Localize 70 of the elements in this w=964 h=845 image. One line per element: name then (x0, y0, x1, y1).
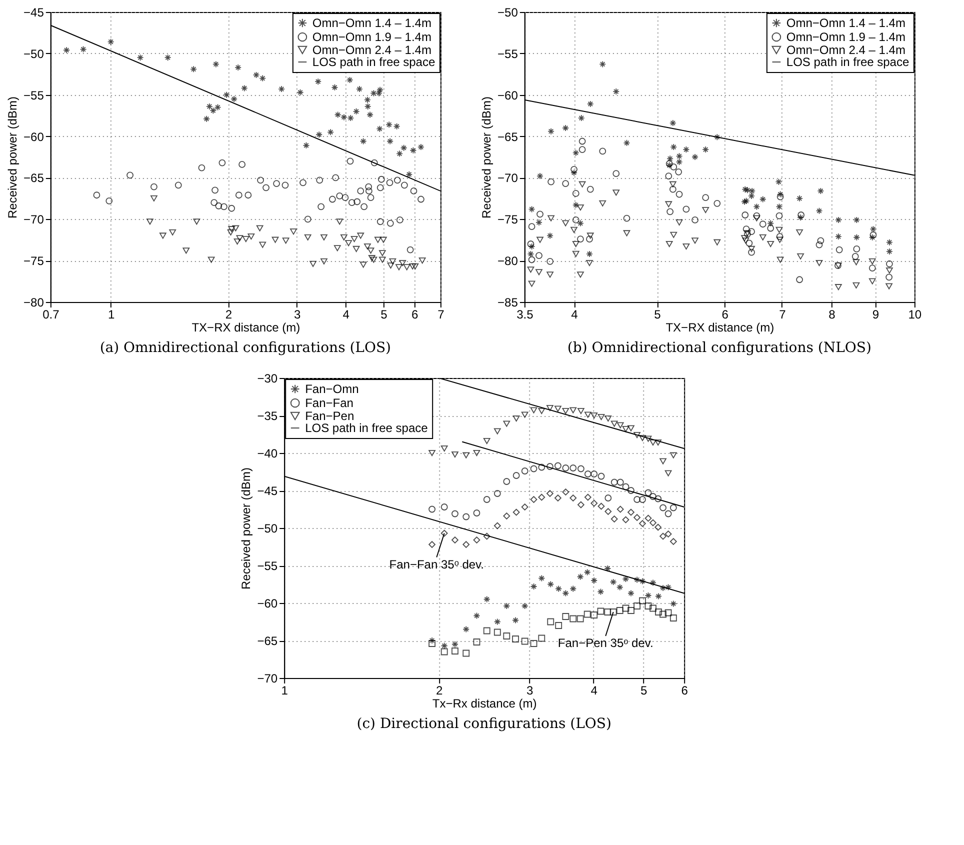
legend-label: LOS path in free space (305, 421, 428, 435)
y-tick-label: −70 (24, 212, 44, 227)
y-tick-label: −60 (24, 130, 44, 144)
legend-label: Omn−Omn 1.4 – 1.4m (312, 16, 432, 30)
x-tick-label: 5 (654, 308, 662, 322)
y-tick-label: −65 (24, 171, 44, 186)
x-tick-label: 4 (571, 308, 578, 322)
legend-label: LOS path in free space (786, 55, 910, 69)
text: (a) Omnidirectional configurations (LOS) (100, 340, 391, 356)
text: (c) Directional configurations (LOS) (356, 716, 612, 732)
y-tick-label: −65 (257, 634, 278, 648)
x-tick-label: 4 (342, 308, 350, 322)
y-tick-label: −80 (24, 296, 44, 310)
y-tick-label: −85 (498, 296, 518, 310)
legend-label: Fan−Fan (305, 396, 354, 410)
x-tick-label: 1 (108, 308, 115, 322)
y-tick-label: −75 (498, 212, 518, 227)
y-tick-label: −65 (498, 130, 518, 144)
y-tick-label: −50 (257, 522, 278, 536)
y-tick-label: −80 (498, 254, 518, 268)
x-axis-title: TX−RX distance (m) (192, 320, 300, 334)
x-tick-label: 6 (722, 308, 729, 322)
y-tick-label: −45 (257, 484, 278, 498)
x-tick-label: 6 (681, 684, 688, 698)
y-tick-label: −55 (498, 46, 518, 61)
y-tick-label: −70 (257, 672, 278, 686)
x-tick-label: 6 (411, 308, 418, 322)
y-tick-label: −75 (24, 254, 44, 268)
legend-label: Omn−Omn 1.4 – 1.4m (786, 16, 906, 30)
y-tick-label: −50 (498, 6, 518, 20)
x-tick-label: 7 (779, 308, 786, 322)
text: (b) Omnidirectional configurations (NLOS) (567, 340, 872, 356)
x-tick-label: 3 (526, 684, 534, 698)
legend-label: Omn−Omn 2.4 – 1.4m (786, 43, 906, 57)
x-tick-label: 1 (281, 684, 288, 698)
y-tick-label: −30 (257, 372, 278, 386)
annotation: Fan−Pen 35ᵒ dev. (558, 636, 654, 650)
y-tick-label: −40 (257, 446, 278, 460)
x-tick-label: 2 (436, 684, 443, 698)
x-tick-label: 4 (590, 684, 598, 698)
y-tick-label: −60 (257, 596, 278, 610)
x-axis-title: TX−RX distance (m) (666, 320, 774, 334)
legend-label: Omn−Omn 2.4 – 1.4m (312, 43, 432, 57)
y-axis-title: Received power (dBm) (6, 96, 20, 219)
y-tick-label: −55 (24, 88, 44, 102)
x-tick-label: 8 (828, 308, 836, 322)
x-tick-label: 7 (438, 308, 445, 322)
y-tick-label: −60 (498, 88, 518, 102)
annotation: Fan−Fan 35ᵒ dev. (389, 557, 484, 572)
x-tick-label: 10 (908, 308, 922, 322)
y-axis-title: Received power (dBm) (480, 96, 494, 219)
x-tick-label: 0.7 (42, 308, 60, 322)
legend-label: LOS path in free space (312, 55, 436, 69)
y-tick-label: −45 (24, 6, 44, 20)
y-tick-label: −55 (257, 559, 278, 573)
legend-label: Omn−Omn 1.9 – 1.4m (786, 30, 906, 44)
x-tick-label: 5 (380, 308, 388, 322)
legend-label: Omn−Omn 1.9 – 1.4m (312, 30, 432, 44)
y-tick-label: −35 (257, 409, 278, 423)
y-tick-label: −70 (498, 171, 518, 186)
y-tick-label: −50 (24, 46, 44, 61)
x-tick-label: 3 (294, 308, 302, 322)
y-axis-title: Received power (dBm) (239, 467, 254, 590)
legend-label: Fan−Omn (305, 382, 359, 396)
x-tick-label: 9 (872, 308, 880, 322)
x-axis-title: Tx−Rx distance (m) (432, 696, 537, 710)
x-tick-label: 3.5 (516, 308, 534, 322)
x-tick-label: 5 (640, 684, 648, 698)
legend-label: Fan−Pen (305, 409, 354, 423)
x-tick-label: 2 (225, 308, 232, 322)
